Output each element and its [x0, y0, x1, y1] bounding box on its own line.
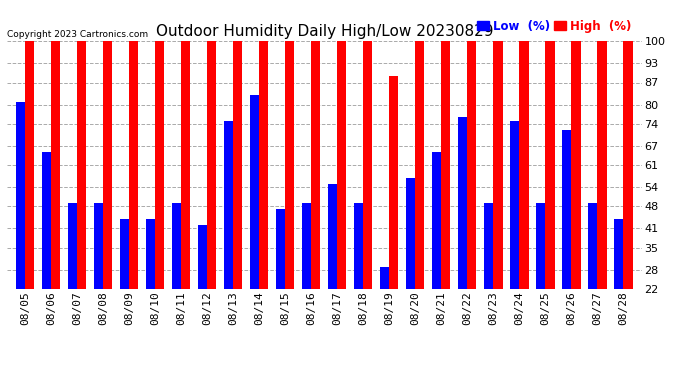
Bar	[493, 41, 502, 289]
Bar	[129, 41, 138, 289]
Bar	[302, 203, 311, 289]
Bar	[432, 152, 442, 289]
Bar	[589, 203, 598, 289]
Bar	[276, 209, 285, 289]
Bar	[511, 121, 520, 289]
Bar	[181, 41, 190, 289]
Bar	[614, 219, 624, 289]
Bar	[42, 152, 51, 289]
Bar	[146, 219, 155, 289]
Bar	[406, 178, 415, 289]
Bar	[207, 41, 217, 289]
Bar	[571, 41, 580, 289]
Bar	[198, 225, 207, 289]
Bar	[364, 41, 373, 289]
Bar	[155, 41, 164, 289]
Bar	[598, 41, 607, 289]
Bar	[467, 41, 477, 289]
Text: Copyright 2023 Cartronics.com: Copyright 2023 Cartronics.com	[7, 30, 148, 39]
Bar	[77, 41, 86, 289]
Bar	[415, 41, 424, 289]
Bar	[104, 41, 112, 289]
Bar	[562, 130, 571, 289]
Bar	[484, 203, 493, 289]
Legend: Low  (%), High  (%): Low (%), High (%)	[473, 15, 635, 38]
Bar	[51, 41, 60, 289]
Bar	[545, 41, 555, 289]
Bar	[68, 203, 77, 289]
Bar	[520, 41, 529, 289]
Bar	[233, 41, 242, 289]
Bar	[120, 219, 129, 289]
Bar	[250, 95, 259, 289]
Bar	[224, 121, 233, 289]
Bar	[172, 203, 181, 289]
Bar	[311, 41, 320, 289]
Bar	[389, 76, 398, 289]
Bar	[354, 203, 364, 289]
Bar	[337, 41, 346, 289]
Bar	[624, 41, 633, 289]
Bar	[16, 102, 25, 289]
Bar	[25, 41, 34, 289]
Bar	[380, 267, 389, 289]
Title: Outdoor Humidity Daily High/Low 20230829: Outdoor Humidity Daily High/Low 20230829	[155, 24, 493, 39]
Bar	[328, 184, 337, 289]
Bar	[94, 203, 104, 289]
Bar	[536, 203, 545, 289]
Bar	[285, 41, 295, 289]
Bar	[442, 41, 451, 289]
Bar	[259, 41, 268, 289]
Bar	[458, 117, 467, 289]
